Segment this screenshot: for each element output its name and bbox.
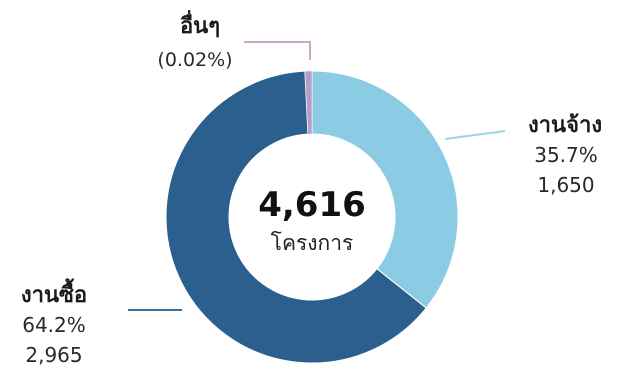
leader-line-other	[244, 41, 311, 60]
center-unit: โครงการ	[271, 231, 354, 255]
slice-other	[304, 70, 313, 135]
label-hire-name: งานจ้าง	[528, 113, 602, 138]
label-purchase-percent: 64.2%	[22, 313, 86, 337]
leader-line-hire	[444, 130, 506, 140]
label-hire-count: 1,650	[537, 173, 594, 197]
center-total: 4,616	[258, 185, 366, 225]
label-other-percent: (0.02%)	[157, 49, 232, 71]
label-other-name: อื่นๆ	[180, 9, 220, 39]
slice-hire	[311, 70, 459, 309]
slice-purchase	[165, 70, 427, 364]
label-hire-percent: 35.7%	[534, 143, 598, 167]
label-purchase-name: งานซื้อ	[21, 278, 87, 308]
label-purchase-count: 2,965	[25, 343, 82, 367]
